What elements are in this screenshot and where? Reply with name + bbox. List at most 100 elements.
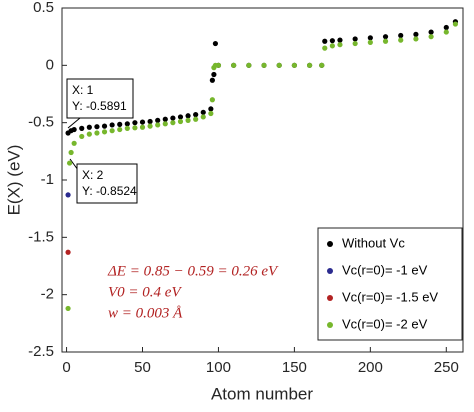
datatip-pointer (67, 117, 81, 129)
point (117, 121, 123, 127)
point (398, 37, 404, 43)
y-tick-label: 0.5 (33, 0, 54, 16)
point (132, 125, 138, 131)
annotation: ΔE = 0.85 − 0.59 = 0.26 eV (107, 263, 279, 279)
y-tick-label: -2 (41, 286, 54, 303)
point (71, 126, 77, 133)
point (170, 120, 176, 126)
x-tick-label: 0 (62, 359, 70, 376)
point (367, 39, 373, 46)
x-tick-label: 250 (434, 359, 459, 376)
point (291, 62, 297, 68)
point (452, 21, 459, 27)
point (68, 149, 74, 156)
legend-label: Without Vc (342, 235, 405, 250)
point (443, 24, 449, 31)
y-tick-label: 0 (46, 56, 54, 73)
point (382, 34, 389, 40)
point (209, 77, 215, 83)
datatip: X: 2 Y: -0.8524 (69, 158, 138, 204)
point (101, 129, 108, 135)
point (329, 43, 335, 49)
point (86, 131, 92, 137)
legend-marker (327, 322, 333, 328)
point (212, 40, 219, 47)
point (71, 140, 77, 146)
point (101, 123, 108, 129)
x-tick-label: 100 (206, 359, 231, 376)
point (337, 37, 343, 43)
point (162, 121, 168, 127)
annotation: w = 0.003 Å (108, 305, 183, 321)
x-tick-label: 50 (134, 359, 151, 376)
point (65, 249, 71, 255)
datatip-text: Y: -0.8524 (82, 184, 137, 198)
point (193, 112, 199, 118)
point (200, 109, 206, 115)
point (352, 36, 358, 42)
point (185, 113, 191, 119)
point (413, 31, 419, 37)
point (337, 42, 343, 48)
point (155, 122, 161, 128)
point (79, 133, 85, 140)
point (367, 35, 373, 41)
point (276, 62, 282, 68)
point (306, 62, 313, 68)
datatip-box (66, 78, 134, 119)
point (170, 115, 176, 121)
point (155, 117, 161, 123)
legend-label: Vc(r=0)= -2 eV (342, 316, 428, 331)
point (139, 119, 146, 125)
point (185, 117, 191, 123)
datatip-text: Y: -0.5891 (72, 99, 127, 113)
point (200, 114, 206, 120)
point (322, 45, 328, 51)
datatip-text: X: 2 (82, 168, 104, 182)
point (208, 106, 214, 112)
y-tick-label: -0.5 (28, 114, 54, 131)
point (329, 38, 335, 44)
point (86, 124, 92, 130)
x-tick-label: 200 (358, 359, 383, 376)
point (65, 192, 71, 198)
point (443, 29, 449, 35)
datatip: X: 1 Y: -0.5891 (66, 78, 134, 129)
point (147, 118, 153, 125)
x-axis-label: Atom number (211, 384, 313, 403)
y-tick-label: -2.5 (28, 343, 54, 360)
point (382, 38, 389, 44)
point (261, 62, 267, 68)
point (322, 38, 328, 44)
legend (317, 227, 463, 341)
point (79, 125, 85, 131)
point (132, 120, 138, 126)
x-tick-label: 150 (282, 359, 307, 376)
y-axis-label: E(X) (eV) (4, 145, 23, 216)
point (109, 122, 115, 128)
point (94, 130, 100, 136)
point (319, 62, 325, 68)
annotations: ΔE = 0.85 − 0.59 = 0.26 eV V0 = 0.4 eV w… (107, 263, 279, 321)
annotation: V0 = 0.4 eV (108, 284, 182, 300)
point (246, 62, 252, 68)
point (177, 114, 184, 120)
point (209, 97, 215, 103)
point (413, 36, 419, 42)
point (208, 110, 214, 117)
point (124, 125, 130, 131)
point (117, 126, 123, 133)
legend-marker (327, 268, 333, 274)
point (177, 118, 184, 125)
point (109, 128, 115, 134)
point (139, 124, 146, 130)
point (428, 29, 434, 35)
point (66, 160, 73, 166)
point (215, 62, 222, 68)
point (147, 123, 153, 129)
legend-label: Vc(r=0)= -1.5 eV (342, 289, 438, 304)
point (211, 71, 217, 78)
legend-marker (327, 295, 333, 301)
point (65, 305, 71, 312)
